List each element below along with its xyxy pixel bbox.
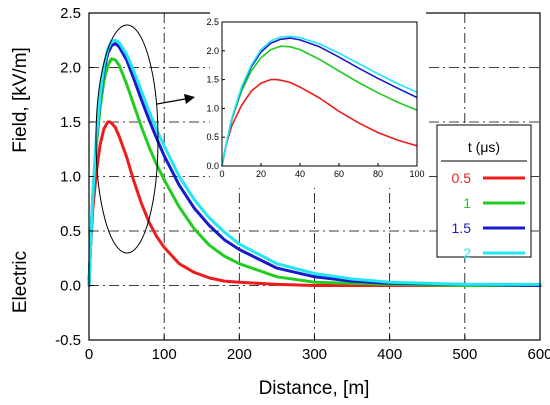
x-axis-label: Distance, [m] [259,378,370,399]
y-tick-label: 1.0 [60,169,81,186]
inset-chart: 0 20 40 60 80 100 0.0 0.5 1.0 1.5 2.0 2.5 [206,10,426,188]
main-ticks: 0 100 200 300 400 500 600-0.50.00.51.01.52.02.… [55,5,550,363]
series-line-2 [87,38,542,287]
legend-box [436,124,532,258]
legend-label-1: 1 [463,195,471,211]
y-tick-label: -0.5 [55,332,81,349]
x-tick-label: 200 [227,346,252,363]
x-tick-label: 400 [377,346,402,363]
inset-x-tick-label: 0 [219,169,224,179]
inset-x-tick-label: 20 [256,169,266,179]
inset-x-tick-label: 80 [373,169,383,179]
legend: t (μs) 0.5 1 1.5 2 [436,124,532,261]
x-tick-label: 300 [302,346,327,363]
x-tick-label: 500 [452,346,477,363]
inset-x-tick-label: 100 [409,169,424,179]
inset-x-tick-label: 40 [295,169,305,179]
y-tick-label: 1.5 [60,114,81,131]
y-tick-label: 2.5 [60,5,81,22]
inset-y-tick-label: 2.5 [206,17,219,27]
inset-series-line-0.5 [221,78,418,167]
legend-label-1.5: 1.5 [452,220,472,236]
y-tick-label: 2.0 [60,60,81,77]
inset-y-tick-label: 1.0 [206,103,219,113]
zoom-region-ellipse [95,24,159,254]
y-axis-label-part2: Field, [kV/m] [10,47,31,153]
main-series-group [87,38,542,287]
inset-y-tick-label: 2.0 [206,46,219,56]
inset-x-tick-label: 60 [334,169,344,179]
legend-label-0.5: 0.5 [452,170,472,186]
x-tick-label: 100 [152,346,177,363]
legend-title: t (μs) [468,139,500,155]
inset-y-tick-label: 1.5 [206,75,219,85]
legend-label-2: 2 [463,245,471,261]
y-tick-label: 0.0 [60,278,81,295]
x-tick-label: 600 [527,346,550,363]
inset-background [210,10,426,188]
legend-entries: 0.5 1 1.5 2 [452,170,525,261]
x-tick-label: 0 [85,346,93,363]
series-line-0.5 [87,120,542,287]
inset-series-line-2 [221,35,418,167]
zoom-arrow [156,94,195,105]
inset-ticks: 0 20 40 60 80 100 0.0 0.5 1.0 1.5 2.0 2.5 [206,17,424,179]
y-axis-label-part1: Electric [10,251,31,313]
inset-series-group [221,35,418,167]
inset-plot-frame [221,21,418,167]
inset-y-tick-label: 0.0 [206,161,219,171]
inset-y-tick-label: 0.5 [206,132,219,142]
y-tick-label: 0.5 [60,223,81,240]
